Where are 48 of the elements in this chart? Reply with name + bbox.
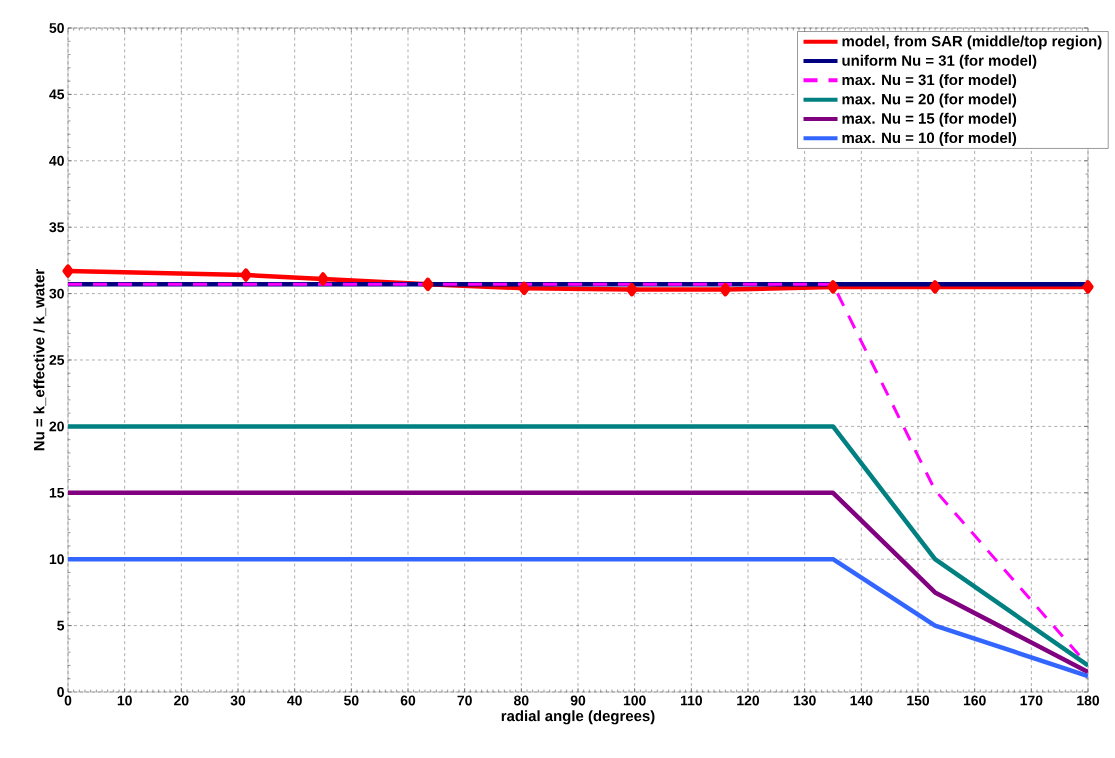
point xyxy=(827,280,839,294)
x-tick-label: 160 xyxy=(963,695,986,706)
x-tick-label: 90 xyxy=(570,695,586,706)
point xyxy=(62,264,74,278)
x-tick-label: 130 xyxy=(793,695,816,706)
legend-label: max. Nu = 20 (for model) xyxy=(842,93,1017,108)
x-tick-label: 100 xyxy=(623,695,646,706)
legend-label: max. Nu = 31 (for model) xyxy=(842,74,1017,89)
legend-label: uniform Nu = 31 (for model) xyxy=(842,54,1037,69)
point xyxy=(518,281,530,296)
x-tick-label: 60 xyxy=(400,695,416,706)
legend-label: max. Nu = 15 (for model) xyxy=(842,112,1017,127)
y-tick-label: 45 xyxy=(49,89,65,100)
x-tick-label: 140 xyxy=(850,695,873,706)
y-tick-label: 50 xyxy=(49,23,64,33)
y-tick-label: 35 xyxy=(49,222,65,233)
point xyxy=(240,268,252,282)
x-tick-label: 40 xyxy=(287,695,302,706)
point xyxy=(317,272,329,286)
x-tick-label: 10 xyxy=(117,695,132,706)
x-tick-label: 20 xyxy=(174,695,189,706)
x-tick-label: 120 xyxy=(737,695,760,706)
point xyxy=(1082,280,1094,294)
x-tick-label: 150 xyxy=(907,695,930,706)
x-tick-label: 110 xyxy=(680,695,703,706)
legend-label: max. Nu = 10 (for model) xyxy=(842,132,1017,147)
y-axis-title: Nu = k_effective / k_water xyxy=(33,269,47,451)
y-tick-label: 15 xyxy=(49,487,65,498)
x-tick-label: 80 xyxy=(514,695,529,706)
x-tick-label: 50 xyxy=(344,695,359,706)
legend-label: model, from SAR (middle/top region) xyxy=(842,35,1102,50)
x-tick-label: 170 xyxy=(1020,695,1043,706)
x-tick-label: 70 xyxy=(457,695,472,706)
x-tick-label: 180 xyxy=(1077,695,1100,706)
point xyxy=(626,282,638,297)
y-tick-label: 40 xyxy=(49,155,64,166)
x-axis-title: radial angle (degrees) xyxy=(501,710,655,725)
y-tick-label: 0 xyxy=(57,687,64,697)
y-tick-label: 5 xyxy=(57,620,65,631)
y-tick-label: 20 xyxy=(49,421,64,432)
point xyxy=(929,280,941,294)
y-tick-label: 30 xyxy=(49,288,64,299)
x-tick-label: 30 xyxy=(230,695,246,706)
point xyxy=(719,282,731,297)
x-tick-label: 0 xyxy=(64,695,72,706)
point xyxy=(422,277,434,292)
y-tick-label: 10 xyxy=(49,554,64,565)
y-tick-label: 25 xyxy=(49,355,65,365)
